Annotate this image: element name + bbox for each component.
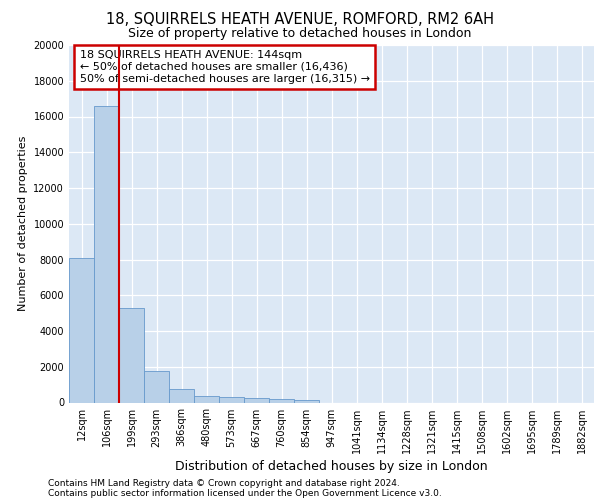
- Bar: [119, 308, 144, 402]
- Y-axis label: Number of detached properties: Number of detached properties: [18, 136, 28, 312]
- Bar: [169, 389, 194, 402]
- Bar: [94, 106, 119, 403]
- Text: Size of property relative to detached houses in London: Size of property relative to detached ho…: [128, 28, 472, 40]
- Bar: [294, 400, 319, 402]
- Text: 18 SQUIRRELS HEATH AVENUE: 144sqm
← 50% of detached houses are smaller (16,436)
: 18 SQUIRRELS HEATH AVENUE: 144sqm ← 50% …: [79, 50, 370, 84]
- Bar: [219, 398, 244, 402]
- Text: Contains public sector information licensed under the Open Government Licence v3: Contains public sector information licen…: [48, 488, 442, 498]
- Bar: [194, 396, 219, 402]
- Bar: [244, 398, 269, 402]
- Bar: [69, 258, 94, 402]
- X-axis label: Distribution of detached houses by size in London: Distribution of detached houses by size …: [175, 460, 488, 473]
- Text: Contains HM Land Registry data © Crown copyright and database right 2024.: Contains HM Land Registry data © Crown c…: [48, 478, 400, 488]
- Bar: [144, 371, 169, 402]
- Text: 18, SQUIRRELS HEATH AVENUE, ROMFORD, RM2 6AH: 18, SQUIRRELS HEATH AVENUE, ROMFORD, RM2…: [106, 12, 494, 28]
- Bar: [269, 399, 294, 402]
